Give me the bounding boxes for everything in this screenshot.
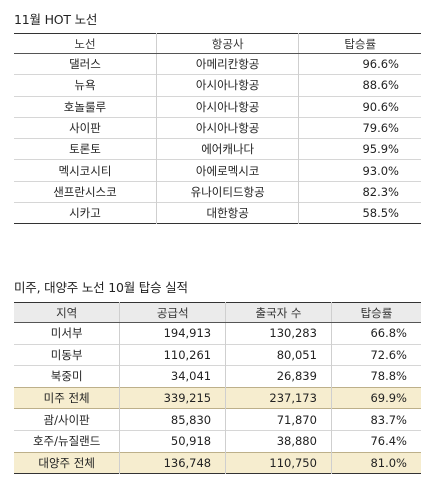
total-row: 대양주 전체 136,748 110,750 81.0% — [14, 451, 421, 474]
table-row: 댈러스 아메리칸항공 96.6% — [14, 53, 421, 75]
passengers-cell: 237,173 — [225, 386, 332, 409]
route-cell: 토론토 — [14, 138, 157, 160]
region-cell: 대양주 전체 — [14, 451, 120, 474]
table-row: 시카고 대한항공 58.5% — [14, 202, 421, 224]
passengers-cell: 38,880 — [225, 429, 332, 453]
seats-cell: 50,918 — [119, 429, 226, 453]
load-factor-cell: 88.6% — [298, 74, 421, 97]
load-factor-cell: 83.7% — [330, 408, 421, 431]
region-cell: 괌/사이판 — [14, 408, 120, 431]
load-factor-cell: 78.8% — [330, 365, 421, 388]
table-row: 사이판 아시아나항공 79.6% — [14, 116, 421, 139]
table-row: 미동부 110,261 80,051 72.6% — [14, 343, 421, 366]
table-row: 미서부 194,913 130,283 66.8% — [14, 322, 421, 345]
passengers-cell: 26,839 — [225, 365, 332, 388]
table-row: 북중미 34,041 26,839 78.8% — [14, 365, 421, 388]
load-factor-cell: 66.8% — [330, 322, 421, 345]
passengers-cell: 71,870 — [225, 408, 332, 431]
load-factor-cell: 79.6% — [298, 116, 421, 139]
load-factor-cell: 69.9% — [330, 386, 421, 409]
table-row: 호놀룰루 아시아나항공 90.6% — [14, 95, 421, 118]
load-factor-cell: 58.5% — [298, 202, 421, 224]
column-header-region: 지역 — [14, 302, 120, 323]
passengers-cell: 110,750 — [225, 451, 332, 474]
column-header-load-factor: 탑승률 — [330, 302, 421, 323]
load-factor-cell: 76.4% — [330, 429, 421, 453]
region-cell: 미주 전체 — [14, 386, 120, 409]
route-cell: 샌프란시스코 — [14, 180, 157, 203]
airline-cell: 아시아나항공 — [155, 95, 299, 118]
column-header-load-factor: 탑승률 — [298, 33, 421, 54]
table-header-row: 노선 항공사 탑승률 — [14, 33, 421, 54]
seats-cell: 194,913 — [119, 322, 226, 345]
table-row: 토론토 에어캐나다 95.9% — [14, 138, 421, 160]
column-header-route: 노선 — [14, 33, 157, 54]
load-factor-cell: 93.0% — [298, 159, 421, 182]
route-cell: 댈러스 — [69, 57, 101, 72]
table-header-row: 지역 공급석 출국자 수 탑승률 — [14, 302, 421, 323]
load-factor-cell: 96.6% — [298, 53, 421, 75]
airline-cell: 아시아나항공 — [155, 74, 299, 97]
seats-cell: 136,748 — [119, 451, 226, 474]
table-row: 샌프란시스코 유나이티드항공 82.3% — [14, 180, 421, 203]
airline-cell: 아시아나항공 — [155, 116, 299, 139]
airline-cell: 에어캐나다 — [155, 138, 299, 160]
route-cell: 사이판 — [14, 116, 157, 139]
passengers-cell: 80,051 — [225, 343, 332, 366]
load-factor-cell: 72.6% — [330, 343, 421, 366]
airline-cell: 아메리칸항공 — [155, 53, 299, 75]
seats-cell: 110,261 — [119, 343, 226, 366]
load-factor-cell: 90.6% — [298, 95, 421, 118]
passengers-cell: 130,283 — [225, 322, 332, 345]
region-cell: 북중미 — [14, 365, 120, 388]
region-stats-table: 지역 공급석 출국자 수 탑승률 미서부 194,913 130,283 66.8% 미… — [14, 302, 421, 475]
table-row: 뉴욕 아시아나항공 88.6% — [14, 74, 421, 97]
hot-routes-title: 11월 HOT 노선 — [14, 12, 98, 27]
hot-routes-table: 노선 항공사 탑승률 댈러스 아메리칸항공 96.6% 뉴욕 아시아나항공 88.6% 호놀… — [14, 33, 421, 225]
load-factor-cell: 82.3% — [298, 180, 421, 203]
route-cell: 시카고 — [14, 202, 157, 224]
seats-cell: 339,215 — [119, 386, 226, 409]
table-row: 괌/사이판 85,830 71,870 83.7% — [14, 408, 421, 431]
table-row: 멕시코시티 아에로멕시코 93.0% — [14, 159, 421, 182]
region-cell: 미동부 — [14, 343, 120, 366]
table-row: 호주/뉴질랜드 50,918 38,880 76.4% — [14, 429, 421, 453]
column-header-seats: 공급석 — [119, 302, 226, 323]
airline-cell: 대한항공 — [155, 202, 299, 224]
column-header-passengers: 출국자 수 — [225, 302, 332, 323]
seats-cell: 85,830 — [119, 408, 226, 431]
route-cell: 뉴욕 — [14, 74, 157, 97]
seats-cell: 34,041 — [119, 365, 226, 388]
load-factor-cell: 95.9% — [298, 138, 421, 160]
total-row: 미주 전체 339,215 237,173 69.9% — [14, 386, 421, 409]
region-cell: 미서부 — [50, 326, 83, 341]
region-stats-title: 미주, 대양주 노선 10월 탑승 실적 — [14, 280, 188, 295]
route-cell: 호놀룰루 — [14, 95, 157, 118]
column-header-airline: 항공사 — [155, 33, 299, 54]
region-cell: 호주/뉴질랜드 — [14, 429, 120, 453]
airline-cell: 아에로멕시코 — [155, 159, 299, 182]
airline-cell: 유나이티드항공 — [155, 180, 299, 203]
route-cell: 멕시코시티 — [14, 159, 157, 182]
load-factor-cell: 81.0% — [330, 451, 421, 474]
